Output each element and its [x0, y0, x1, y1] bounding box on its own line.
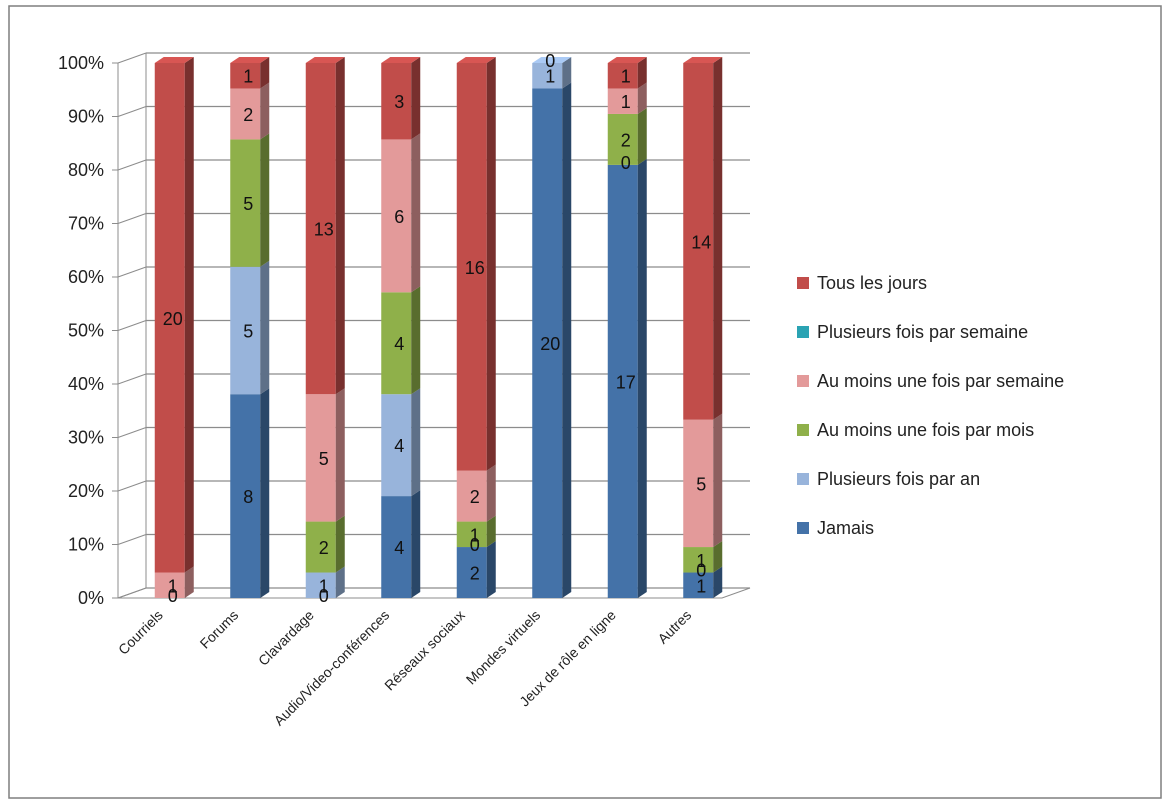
- data-label: 1: [470, 525, 480, 545]
- data-label: 17: [616, 372, 636, 392]
- data-label: 5: [243, 194, 253, 214]
- data-label: 1: [168, 576, 178, 596]
- y-tick-label: 30%: [68, 428, 104, 448]
- data-label: 13: [314, 220, 334, 240]
- y-tick-label: 20%: [68, 481, 104, 501]
- data-label: 2: [470, 564, 480, 584]
- data-label: 2: [319, 538, 329, 558]
- bar-segment-side: [713, 414, 722, 547]
- y-tick-label: 90%: [68, 107, 104, 127]
- data-label: 1: [243, 67, 253, 87]
- bar-segment-side: [411, 133, 420, 292]
- data-label: 6: [394, 207, 404, 227]
- data-label: 14: [691, 232, 711, 252]
- bar-segment-side: [487, 465, 496, 522]
- y-tick-label: 40%: [68, 374, 104, 394]
- y-tick-label: 10%: [68, 535, 104, 555]
- data-label: 16: [465, 258, 485, 278]
- legend-item: Plusieurs fois par an: [797, 469, 980, 489]
- data-label: 4: [394, 538, 404, 558]
- y-tick-label: 80%: [68, 160, 104, 180]
- data-label: 1: [621, 67, 631, 87]
- legend-item: Au moins une fois par semaine: [797, 371, 1064, 391]
- legend-label: Jamais: [817, 518, 874, 538]
- data-label: 5: [319, 449, 329, 469]
- bar-segment-side: [411, 286, 420, 394]
- legend-swatch: [797, 326, 809, 338]
- y-tick-label: 50%: [68, 321, 104, 341]
- data-label: 1: [696, 551, 706, 571]
- data-label: 4: [394, 334, 404, 354]
- legend-label: Au moins une fois par mois: [817, 420, 1034, 440]
- bar-segment-side: [638, 159, 647, 598]
- data-label: 0: [545, 51, 555, 71]
- data-label: 4: [394, 436, 404, 456]
- bar-segment-side: [185, 57, 194, 573]
- bar-segment-side: [336, 388, 345, 521]
- legend-label: Au moins une fois par semaine: [817, 371, 1064, 391]
- legend-label: Tous les jours: [817, 273, 927, 293]
- bar-segment-side: [638, 108, 647, 165]
- bar-segment-side: [713, 57, 722, 420]
- legend-item: Plusieurs fois par semaine: [797, 322, 1028, 342]
- data-label: 0: [621, 153, 631, 173]
- legend-swatch: [797, 277, 809, 289]
- data-label: 20: [163, 309, 183, 329]
- data-label: 2: [621, 130, 631, 150]
- legend-swatch: [797, 473, 809, 485]
- bar-segment-side: [411, 388, 420, 496]
- legend-label: Plusieurs fois par an: [817, 469, 980, 489]
- legend-swatch: [797, 522, 809, 534]
- legend-label: Plusieurs fois par semaine: [817, 322, 1028, 342]
- data-label: 2: [243, 105, 253, 125]
- bar-segment-side: [260, 133, 269, 266]
- data-label: 2: [470, 487, 480, 507]
- bar-segment-side: [411, 490, 420, 598]
- legend-item: Au moins une fois par mois: [797, 420, 1034, 440]
- y-tick-label: 60%: [68, 267, 104, 287]
- y-tick-label: 100%: [58, 53, 104, 73]
- bar-segment-side: [260, 261, 269, 394]
- bar-segment-side: [260, 82, 269, 139]
- data-label: 3: [394, 92, 404, 112]
- data-label: 20: [540, 334, 560, 354]
- bar-segment-side: [411, 57, 420, 139]
- data-label: 5: [696, 474, 706, 494]
- data-label: 1: [621, 92, 631, 112]
- legend-swatch: [797, 375, 809, 387]
- bar-segment-side: [487, 57, 496, 471]
- bar-segment-side: [260, 388, 269, 598]
- data-label: 8: [243, 487, 253, 507]
- data-label: 5: [243, 322, 253, 342]
- data-label: 1: [319, 576, 329, 596]
- y-tick-label: 0%: [78, 588, 104, 608]
- bar-segment-side: [487, 541, 496, 598]
- bar-segment-side: [562, 82, 571, 598]
- legend-swatch: [797, 424, 809, 436]
- bar-segment-side: [336, 516, 345, 573]
- bar-segment-side: [336, 57, 345, 394]
- legend-item: Tous les jours: [797, 273, 927, 293]
- y-tick-label: 70%: [68, 214, 104, 234]
